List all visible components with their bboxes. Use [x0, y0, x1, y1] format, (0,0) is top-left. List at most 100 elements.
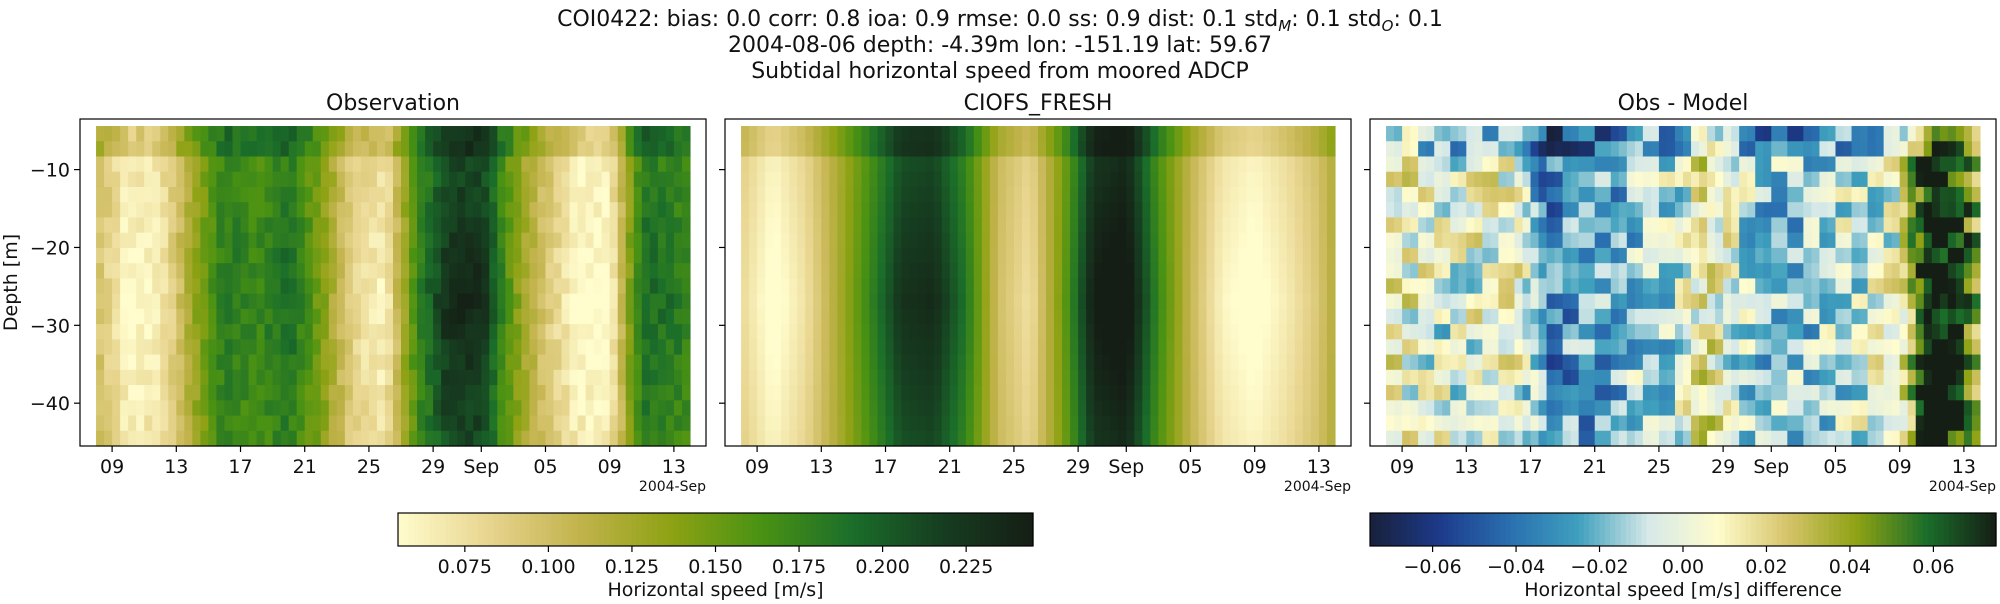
heatmap-cell: [257, 141, 266, 157]
heatmap-cell: [1860, 248, 1869, 264]
heatmap-cell: [1118, 294, 1127, 310]
heatmap-cell: [1787, 156, 1796, 172]
heatmap-cell: [529, 339, 538, 355]
heatmap-cell: [1158, 263, 1167, 279]
heatmap-cell: [1506, 400, 1515, 416]
heatmap-cell: [1803, 309, 1812, 325]
heatmap-cell: [1466, 263, 1475, 279]
heatmap-cell: [554, 278, 563, 294]
heatmap-cell: [1231, 217, 1240, 233]
heatmap-cell: [1514, 370, 1523, 386]
heatmap-cell: [401, 141, 410, 157]
heatmap-cell: [1158, 233, 1167, 249]
heatmap-cell: [200, 126, 209, 142]
heatmap-cell: [1571, 187, 1580, 203]
heatmap-cell: [521, 355, 530, 371]
heatmap-cell: [1458, 141, 1467, 157]
heatmap-cell: [1482, 217, 1491, 233]
heatmap-cell: [781, 187, 790, 203]
heatmap-cell: [96, 172, 105, 188]
heatmap-cell: [1247, 294, 1256, 310]
heatmap-cell: [489, 278, 498, 294]
heatmap-cell: [537, 431, 546, 447]
heatmap-cell: [1158, 309, 1167, 325]
heatmap-cell: [1442, 416, 1451, 432]
heatmap-cell: [1924, 431, 1933, 447]
heatmap-cell: [1086, 324, 1095, 340]
heatmap-cell: [1803, 172, 1812, 188]
heatmap-cell: [1555, 370, 1564, 386]
x-offset-label: 2004-Sep: [1929, 479, 1996, 495]
colorbar-segment: [1751, 513, 1757, 546]
heatmap-cell: [781, 339, 790, 355]
heatmap-cell: [1691, 126, 1700, 142]
heatmap-cell: [160, 126, 169, 142]
heatmap-cell: [473, 416, 482, 432]
heatmap-cell: [1046, 187, 1055, 203]
heatmap-cell: [361, 324, 370, 340]
heatmap-cell: [361, 294, 370, 310]
heatmap-cell: [1094, 324, 1103, 340]
stat-corr: corr: [768, 7, 812, 32]
heatmap-cell: [1182, 309, 1191, 325]
heatmap-cell: [1118, 355, 1127, 371]
heatmap-cell: [1627, 400, 1636, 416]
heatmap-cell: [1514, 355, 1523, 371]
heatmap-cell: [232, 309, 241, 325]
heatmap-cell: [393, 370, 402, 386]
heatmap-cell: [594, 339, 603, 355]
heatmap-cell: [1426, 187, 1435, 203]
heatmap-cell: [1956, 385, 1965, 401]
heatmap-cell: [845, 294, 854, 310]
heatmap-cell: [1587, 431, 1596, 447]
heatmap-cell: [797, 294, 806, 310]
heatmap-cell: [837, 400, 846, 416]
heatmap-cell: [1908, 431, 1917, 447]
heatmap-cell: [176, 294, 185, 310]
heatmap-cell: [200, 370, 209, 386]
heatmap-cell: [1174, 416, 1183, 432]
heatmap-cell: [1506, 263, 1515, 279]
heatmap-cell: [393, 324, 402, 340]
heatmap-cell: [337, 126, 346, 142]
heatmap-cell: [1506, 309, 1515, 325]
heatmap-cell: [1174, 172, 1183, 188]
heatmap-cell: [377, 202, 386, 218]
heatmap-cell: [1747, 431, 1756, 447]
heatmap-cell: [513, 172, 522, 188]
heatmap-cell: [1884, 187, 1893, 203]
heatmap-cell: [974, 187, 983, 203]
heatmap-cell: [1795, 263, 1804, 279]
heatmap-cell: [1142, 400, 1151, 416]
heatmap-cell: [942, 202, 951, 218]
colorbar-segment: [890, 513, 896, 546]
heatmap-cell: [1030, 278, 1039, 294]
heatmap-cell: [658, 385, 667, 401]
heatmap-cell: [1442, 233, 1451, 249]
heatmap-cell: [497, 172, 506, 188]
heatmap-cell: [305, 263, 314, 279]
heatmap-cell: [1182, 431, 1191, 447]
heatmap-cell: [554, 248, 563, 264]
heatmap-cell: [974, 294, 983, 310]
heatmap-cell: [1868, 324, 1877, 340]
heatmap-cell: [457, 431, 466, 447]
heatmap-cell: [1852, 294, 1861, 310]
heatmap-cell: [894, 416, 903, 432]
heatmap-cell: [1651, 431, 1660, 447]
heatmap-cell: [749, 278, 758, 294]
heatmap-cell: [682, 431, 691, 447]
heatmap-cell: [1892, 172, 1901, 188]
heatmap-cell: [425, 294, 434, 310]
heatmap-cell: [1394, 294, 1403, 310]
heatmap-cell: [160, 187, 169, 203]
heatmap-cell: [869, 187, 878, 203]
heatmap-cell: [1263, 248, 1272, 264]
heatmap-cell: [1531, 278, 1540, 294]
heatmap-cell: [1900, 400, 1909, 416]
heatmap-cell: [853, 172, 862, 188]
heatmap-cell: [1539, 370, 1548, 386]
heatmap-cell: [1972, 172, 1981, 188]
heatmap-cell: [1442, 294, 1451, 310]
heatmap-cell: [473, 217, 482, 233]
